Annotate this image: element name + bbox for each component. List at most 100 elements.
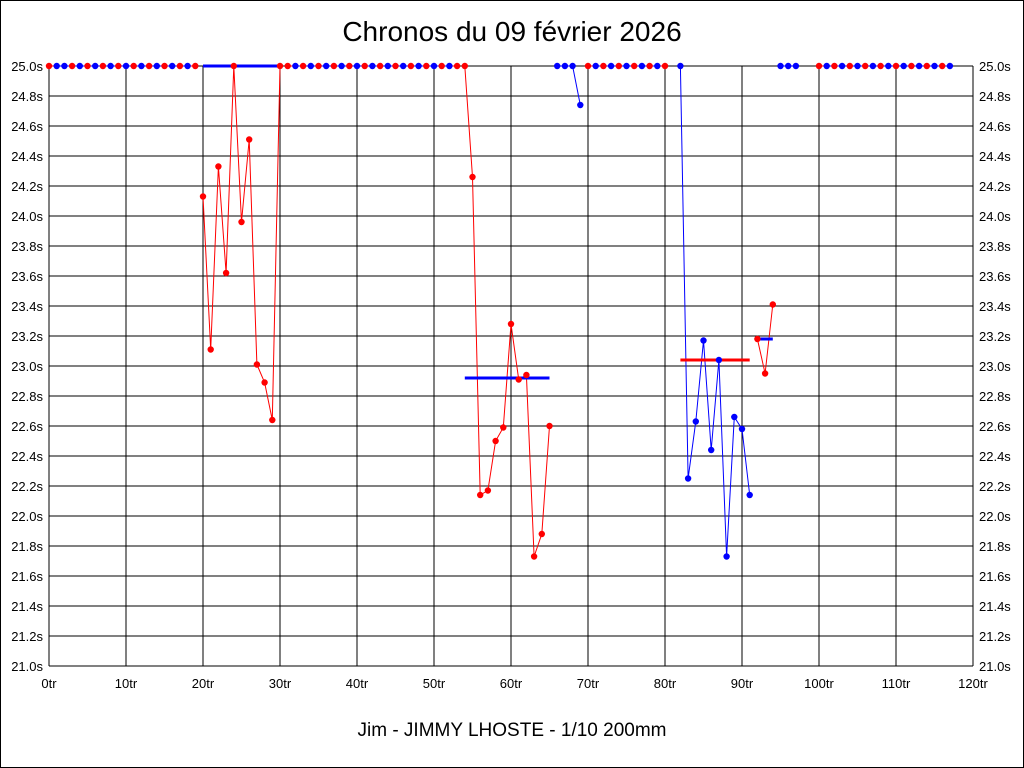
y-tick-label-right: 25.0s: [979, 59, 1011, 74]
y-tick-label-left: 21.2s: [11, 629, 43, 644]
series-line-red: [464, 65, 550, 557]
data-point-red: [546, 422, 553, 430]
data-point-red: [269, 416, 276, 424]
data-point-red: [769, 301, 776, 308]
y-tick-label-right: 23.8s: [979, 239, 1011, 254]
data-point-red: [600, 62, 607, 70]
y-tick-label-left: 21.8s: [11, 539, 43, 554]
y-tick-label-right: 21.6s: [979, 569, 1011, 584]
y-tick-label-right: 21.0s: [979, 659, 1011, 674]
data-point-red: [646, 62, 653, 70]
chart-title: Chronos du 09 février 2026: [342, 16, 682, 47]
data-point-red: [176, 62, 184, 70]
data-point-blue: [708, 446, 715, 454]
data-point-red: [192, 62, 199, 70]
data-point-blue: [169, 62, 176, 70]
data-point-blue: [785, 62, 792, 70]
data-point-blue: [915, 62, 923, 70]
data-point-blue: [292, 62, 299, 70]
y-tick-label-left: 21.4s: [11, 599, 43, 614]
data-point-blue: [692, 418, 699, 425]
data-point-blue: [554, 62, 561, 70]
data-point-red: [315, 62, 322, 70]
data-point-red: [246, 136, 253, 143]
data-point-red: [199, 193, 207, 200]
data-point-red: [276, 62, 284, 70]
data-point-blue: [777, 62, 784, 70]
data-point-red: [453, 62, 461, 70]
data-point-red: [161, 62, 168, 70]
data-point-blue: [900, 62, 907, 70]
data-point-red: [877, 62, 884, 70]
data-point-red: [438, 62, 445, 70]
data-point-red: [530, 553, 538, 560]
y-tick-label-right: 21.8s: [979, 539, 1011, 554]
x-tick-label: 70tr: [577, 676, 600, 691]
y-tick-label-right: 23.0s: [979, 359, 1011, 374]
x-tick-label: 80tr: [654, 676, 677, 691]
x-tick-label: 0tr: [41, 676, 57, 691]
data-point-red: [661, 62, 669, 70]
data-point-blue: [76, 62, 84, 70]
y-tick-label-right: 22.4s: [979, 449, 1011, 464]
x-tick-label: 90tr: [731, 676, 754, 691]
data-point-blue: [746, 491, 753, 499]
y-tick-label-left: 23.4s: [11, 299, 43, 314]
data-point-red: [84, 62, 91, 70]
y-tick-label-left: 22.2s: [11, 479, 43, 494]
data-point-blue: [138, 62, 145, 70]
x-tick-label: 110tr: [882, 676, 911, 691]
data-point-red: [284, 62, 291, 70]
data-point-blue: [323, 62, 330, 70]
data-point-red: [376, 62, 384, 70]
data-point-red: [207, 346, 214, 353]
data-point-blue: [715, 356, 723, 364]
data-point-red: [215, 163, 222, 170]
x-tick-label: 50tr: [423, 676, 446, 691]
data-point-blue: [869, 62, 877, 70]
data-point-red: [862, 62, 869, 70]
data-point-blue: [623, 62, 630, 70]
data-point-red: [68, 62, 76, 70]
data-point-red: [761, 370, 769, 377]
y-tick-label-right: 21.4s: [979, 599, 1011, 614]
y-tick-label-left: 22.8s: [11, 389, 43, 404]
data-point-red: [892, 62, 900, 70]
data-point-red: [230, 62, 237, 70]
data-point-red: [492, 437, 499, 445]
y-tick-label-right: 22.6s: [979, 419, 1011, 434]
data-point-red: [815, 62, 823, 70]
data-point-blue: [723, 553, 730, 560]
data-point-red: [407, 62, 415, 70]
data-point-blue: [122, 62, 130, 70]
data-point-blue: [677, 62, 684, 70]
y-tick-label-left: 22.4s: [11, 449, 43, 464]
data-point-red: [238, 218, 245, 226]
data-point-red: [515, 376, 522, 383]
y-tick-label-left: 22.0s: [11, 509, 43, 524]
data-point-red: [469, 173, 476, 181]
data-point-blue: [607, 62, 615, 70]
data-point-red: [507, 320, 515, 328]
chart-xlabel: Jim - JIMMY LHOSTE - 1/10 200mm: [357, 720, 667, 741]
data-point-red: [115, 62, 122, 70]
data-point-blue: [823, 62, 830, 70]
series-line-blue: [679, 65, 751, 557]
data-point-red: [261, 379, 268, 386]
y-tick-label-left: 24.0s: [11, 209, 43, 224]
x-tick-label: 10tr: [115, 676, 138, 691]
y-tick-label-left: 23.0s: [11, 359, 43, 374]
data-point-blue: [838, 62, 846, 70]
data-point-blue: [384, 62, 391, 70]
series-line-red: [202, 65, 281, 421]
data-point-blue: [946, 62, 954, 70]
data-point-red: [484, 487, 492, 494]
y-tick-label-right: 21.2s: [979, 629, 1011, 644]
y-tick-label-left: 25.0s: [11, 59, 43, 74]
y-tick-label-left: 24.4s: [11, 149, 43, 164]
data-point-red: [908, 62, 915, 70]
data-point-blue: [792, 62, 800, 70]
data-point-red: [145, 62, 153, 70]
